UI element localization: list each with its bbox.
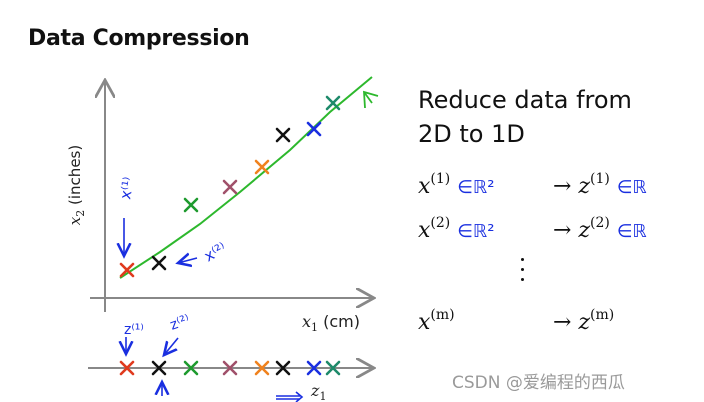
x1-label: x⁽¹⁾ — [116, 176, 138, 201]
x2-annotation: x⁽²⁾ — [178, 239, 229, 266]
x2-label: x⁽²⁾ — [201, 239, 229, 266]
x-axis-label: x1 (cm) — [302, 312, 360, 334]
x1-annotation: x⁽¹⁾ — [116, 176, 138, 256]
data-points-2d — [119, 95, 341, 278]
point-x2 — [151, 255, 167, 271]
data-points-1d — [119, 360, 341, 376]
point-7 — [306, 121, 322, 137]
heading-line-1: Reduce data from — [418, 86, 632, 114]
projection-line — [119, 76, 373, 279]
z-direction-arrow-icon — [276, 391, 304, 402]
watermark: CSDN @爱编程的西瓜 — [452, 373, 625, 393]
z1-annotation: z⁽¹⁾ — [124, 322, 144, 354]
in-r2-annotation: ∈ℝ² — [457, 177, 495, 198]
slide-title: Data Compression — [28, 26, 250, 51]
point-4 — [222, 179, 238, 195]
line-arrow-icon — [363, 90, 379, 109]
point-8 — [325, 95, 341, 111]
point-5 — [254, 159, 270, 175]
z2-annotation: z⁽²⁾ — [162, 312, 192, 396]
z2-label: z⁽²⁾ — [168, 312, 192, 334]
point-6 — [275, 127, 291, 143]
y-axis-label: x2 (inches) — [66, 145, 87, 225]
vertical-ellipsis — [521, 258, 525, 288]
in-r-annotation: ∈ℝ — [616, 177, 647, 198]
heading-line-2: 2D to 1D — [418, 120, 525, 148]
point-x1 — [119, 262, 135, 278]
z1-label: z⁽¹⁾ — [124, 322, 144, 338]
z-axis-label: z1 — [310, 381, 326, 402]
point-3 — [183, 197, 199, 213]
